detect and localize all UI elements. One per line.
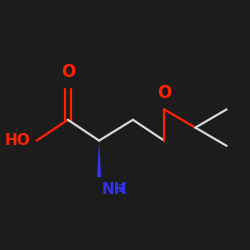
Text: O: O bbox=[157, 84, 171, 102]
Text: NH: NH bbox=[102, 182, 127, 197]
Text: 2: 2 bbox=[117, 184, 124, 194]
Text: HO: HO bbox=[4, 133, 30, 148]
Text: O: O bbox=[61, 63, 75, 81]
Polygon shape bbox=[97, 140, 101, 177]
